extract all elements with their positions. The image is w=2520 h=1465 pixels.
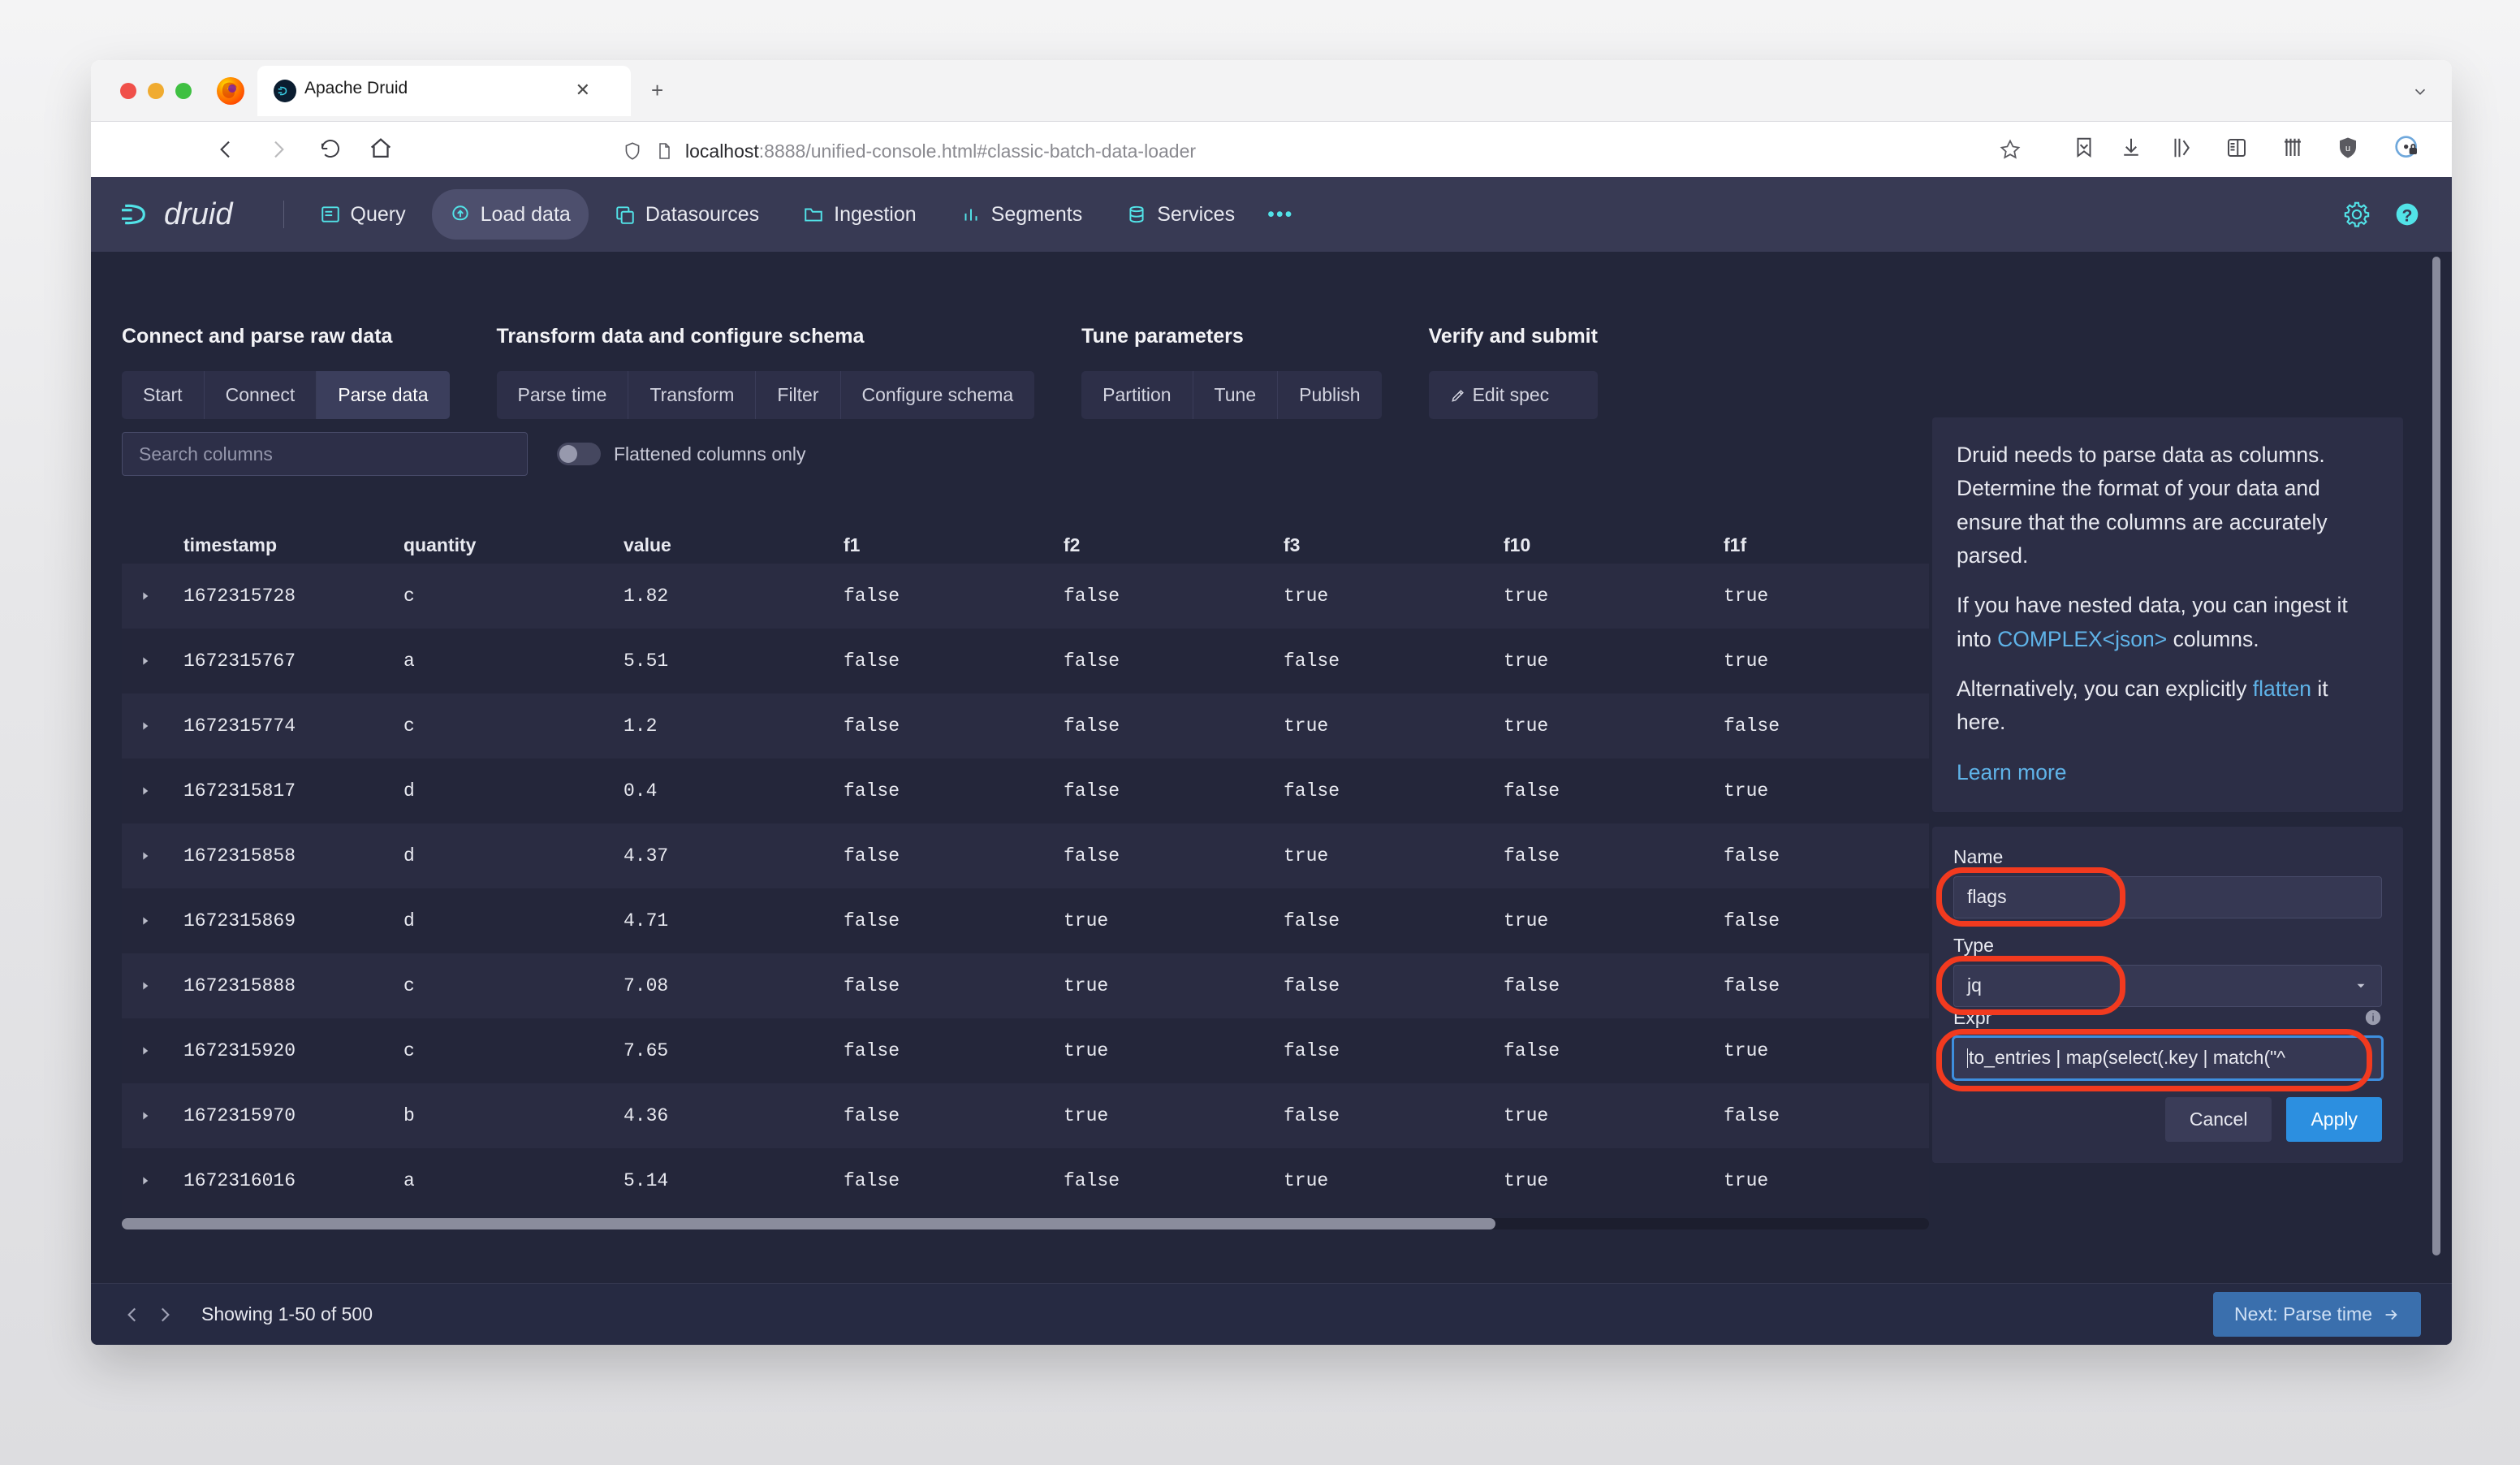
svg-text:i: i — [2372, 1012, 2375, 1024]
svg-text:u: u — [2345, 144, 2350, 153]
svg-text:?: ? — [2402, 206, 2413, 226]
